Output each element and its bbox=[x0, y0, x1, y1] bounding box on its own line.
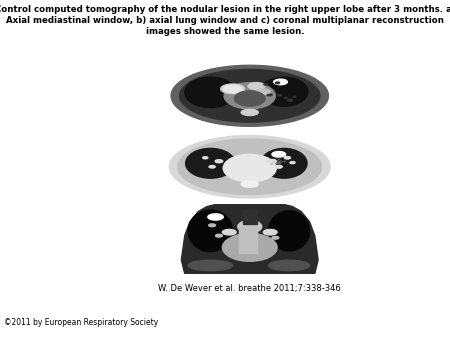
Ellipse shape bbox=[185, 77, 236, 107]
Circle shape bbox=[284, 156, 290, 159]
Circle shape bbox=[223, 85, 242, 93]
Ellipse shape bbox=[222, 234, 277, 261]
Circle shape bbox=[269, 94, 272, 96]
Polygon shape bbox=[180, 70, 320, 122]
Circle shape bbox=[215, 160, 223, 163]
Ellipse shape bbox=[224, 82, 275, 109]
Bar bbox=[243, 210, 256, 224]
Circle shape bbox=[275, 82, 279, 84]
Circle shape bbox=[272, 151, 286, 157]
Circle shape bbox=[209, 166, 215, 168]
Ellipse shape bbox=[186, 148, 235, 178]
Circle shape bbox=[285, 97, 287, 98]
Ellipse shape bbox=[269, 211, 310, 251]
Polygon shape bbox=[169, 136, 330, 198]
Circle shape bbox=[222, 230, 236, 235]
Ellipse shape bbox=[269, 260, 310, 271]
Ellipse shape bbox=[188, 260, 233, 271]
Polygon shape bbox=[181, 204, 318, 274]
Circle shape bbox=[288, 99, 292, 101]
Circle shape bbox=[263, 230, 277, 235]
Circle shape bbox=[220, 84, 245, 94]
Circle shape bbox=[216, 234, 222, 237]
Circle shape bbox=[274, 79, 288, 85]
Text: Control computed tomography of the nodular lesion in the right upper lobe after : Control computed tomography of the nodul… bbox=[0, 5, 450, 36]
Circle shape bbox=[275, 165, 282, 168]
Circle shape bbox=[264, 84, 267, 85]
Circle shape bbox=[267, 95, 270, 96]
Circle shape bbox=[272, 236, 279, 239]
Bar bbox=[239, 227, 256, 253]
Circle shape bbox=[202, 157, 208, 159]
Circle shape bbox=[278, 94, 282, 96]
Ellipse shape bbox=[260, 77, 308, 106]
Ellipse shape bbox=[234, 91, 265, 106]
Polygon shape bbox=[171, 65, 328, 126]
Text: ©2011 by European Respiratory Society: ©2011 by European Respiratory Society bbox=[4, 318, 159, 327]
Polygon shape bbox=[178, 139, 322, 194]
Circle shape bbox=[208, 214, 223, 220]
Ellipse shape bbox=[241, 181, 258, 187]
Text: W. De Wever et al. breathe 2011;7:338-346: W. De Wever et al. breathe 2011;7:338-34… bbox=[158, 284, 341, 293]
Ellipse shape bbox=[188, 210, 233, 251]
Ellipse shape bbox=[238, 220, 262, 233]
Circle shape bbox=[256, 89, 270, 94]
Circle shape bbox=[268, 160, 276, 163]
Circle shape bbox=[209, 224, 216, 227]
Ellipse shape bbox=[223, 154, 276, 182]
Ellipse shape bbox=[241, 109, 258, 116]
Ellipse shape bbox=[261, 148, 307, 178]
Circle shape bbox=[293, 96, 296, 97]
Circle shape bbox=[290, 162, 295, 164]
Circle shape bbox=[248, 82, 265, 90]
